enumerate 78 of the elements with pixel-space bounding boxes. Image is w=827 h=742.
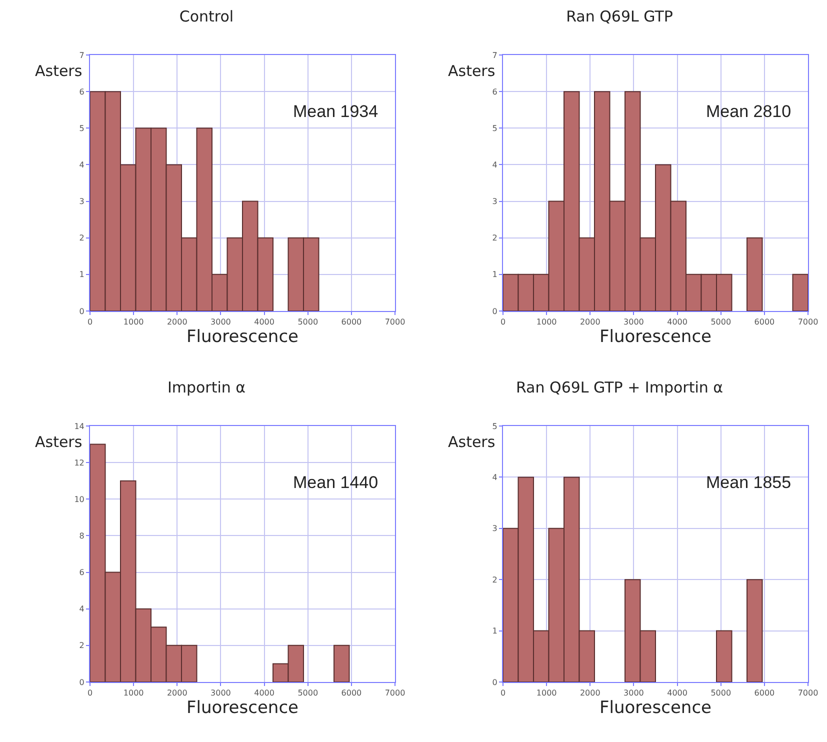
x-tick-label: 0 xyxy=(87,688,93,698)
x-tick-label: 5000 xyxy=(298,318,318,327)
y-tick-label: 2 xyxy=(79,641,84,650)
y-tick-label: 1 xyxy=(79,270,84,280)
annotation: Mean 1934 xyxy=(293,102,378,121)
x-tick-label: 7000 xyxy=(384,688,406,698)
annotation: Mean 2810 xyxy=(706,102,792,121)
x-axis-title: Fluorescence xyxy=(186,698,298,718)
x-tick-label: 2000 xyxy=(580,318,600,327)
y-tick-label: 3 xyxy=(492,524,498,534)
annotation: Mean 1440 xyxy=(293,473,378,492)
x-tick-label: 4000 xyxy=(667,688,688,698)
y-tick-label: 4 xyxy=(492,160,498,170)
y-tick-label: 2 xyxy=(492,234,498,243)
x-tick-label: 3000 xyxy=(624,688,644,698)
x-axis-title: Fluorescence xyxy=(186,327,298,347)
y-axis-title: Asters xyxy=(448,62,496,80)
y-tick-label: 3 xyxy=(79,197,84,206)
y-tick-label: 4 xyxy=(492,473,498,482)
y-tick-label: 6 xyxy=(79,87,84,96)
y-tick-label: 1 xyxy=(492,626,498,636)
x-tick-label: 2000 xyxy=(166,688,188,698)
y-tick-label: 5 xyxy=(79,124,84,133)
y-axis-title: Asters xyxy=(35,433,82,451)
y-tick-label: 7 xyxy=(79,50,84,60)
y-tick-label: 0 xyxy=(79,306,84,316)
x-tick-label: 3000 xyxy=(210,318,231,327)
y-tick-label: 4 xyxy=(79,160,84,170)
y-tick-label: 12 xyxy=(74,458,84,468)
x-tick-label: 0 xyxy=(87,318,93,327)
y-tick-label: 2 xyxy=(492,575,498,584)
x-tick-label: 1000 xyxy=(536,688,557,698)
x-tick-label: 5000 xyxy=(710,318,732,327)
x-tick-label: 1000 xyxy=(123,318,144,327)
chart-title: Importin α xyxy=(167,378,246,397)
y-tick-label: 7 xyxy=(492,50,498,60)
y-tick-label: 10 xyxy=(74,494,84,504)
x-tick-label: 3000 xyxy=(210,688,231,698)
x-tick-label: 7000 xyxy=(384,318,406,327)
y-tick-label: 2 xyxy=(79,234,84,243)
x-tick-label: 2000 xyxy=(580,688,600,698)
chart-title: Ran Q69L GTP + Importin α xyxy=(516,378,724,397)
y-axis-title: Asters xyxy=(35,62,82,80)
y-tick-label: 8 xyxy=(79,532,84,541)
x-tick-label: 2000 xyxy=(166,318,188,327)
x-axis-title: Fluorescence xyxy=(600,327,712,347)
x-tick-label: 3000 xyxy=(624,318,644,327)
x-tick-label: 6000 xyxy=(341,318,362,327)
x-tick-label: 6000 xyxy=(341,688,362,698)
x-tick-label: 4000 xyxy=(254,318,274,327)
y-tick-label: 1 xyxy=(492,270,498,280)
x-tick-label: 1000 xyxy=(536,318,557,327)
y-tick-label: 0 xyxy=(492,678,498,687)
chart-title: Ran Q69L GTP xyxy=(566,8,673,26)
x-tick-label: 5000 xyxy=(298,688,318,698)
x-tick-label: 4000 xyxy=(254,688,274,698)
x-axis-title: Fluorescence xyxy=(600,698,712,718)
y-tick-label: 4 xyxy=(79,604,84,614)
y-tick-label: 6 xyxy=(79,568,84,578)
x-tick-label: 6000 xyxy=(754,688,775,698)
x-tick-label: 1000 xyxy=(123,688,144,698)
chart-title: Control xyxy=(179,8,234,26)
y-tick-label: 0 xyxy=(79,678,84,687)
y-tick-label: 6 xyxy=(492,87,498,96)
y-tick-label: 14 xyxy=(74,422,84,431)
y-axis-title: Asters xyxy=(448,433,496,451)
x-tick-label: 4000 xyxy=(667,318,688,327)
x-tick-label: 6000 xyxy=(754,318,775,327)
x-tick-label: 0 xyxy=(500,688,506,698)
x-tick-label: 5000 xyxy=(710,688,732,698)
x-tick-label: 7000 xyxy=(798,318,818,327)
annotation: Mean 1855 xyxy=(706,473,792,492)
y-tick-label: 3 xyxy=(492,197,498,206)
x-tick-label: 0 xyxy=(500,318,506,327)
y-tick-label: 0 xyxy=(492,306,498,316)
x-tick-label: 7000 xyxy=(798,688,818,698)
y-tick-label: 5 xyxy=(492,124,498,133)
y-tick-label: 5 xyxy=(492,422,498,431)
